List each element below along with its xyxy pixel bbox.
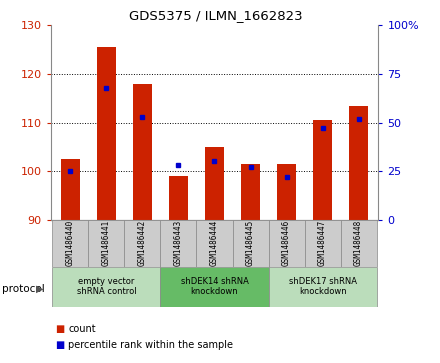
Bar [232, 220, 268, 267]
Text: GDS5375 / ILMN_1662823: GDS5375 / ILMN_1662823 [129, 9, 302, 22]
Text: GSM1486448: GSM1486448 [354, 220, 363, 266]
Text: shDEK17 shRNA
knockdown: shDEK17 shRNA knockdown [289, 277, 356, 297]
Text: GSM1486443: GSM1486443 [174, 220, 183, 266]
Bar [161, 267, 268, 307]
Text: count: count [68, 323, 96, 334]
Text: GSM1486442: GSM1486442 [138, 220, 147, 266]
Bar [52, 220, 88, 267]
Bar [304, 220, 341, 267]
Bar [197, 220, 232, 267]
Text: GSM1486444: GSM1486444 [210, 220, 219, 266]
Text: percentile rank within the sample: percentile rank within the sample [68, 340, 233, 350]
Bar [169, 176, 188, 220]
Bar [205, 147, 224, 220]
Bar [88, 220, 125, 267]
Bar [268, 220, 304, 267]
Bar [96, 47, 116, 220]
Text: GSM1486447: GSM1486447 [318, 220, 327, 266]
Text: empty vector
shRNA control: empty vector shRNA control [77, 277, 136, 297]
Bar [268, 267, 377, 307]
Bar [52, 267, 161, 307]
Text: ■: ■ [55, 340, 64, 350]
Text: GSM1486440: GSM1486440 [66, 220, 75, 266]
Bar [61, 159, 81, 220]
Text: GSM1486446: GSM1486446 [282, 220, 291, 266]
Bar [125, 220, 161, 267]
Bar [161, 220, 197, 267]
Bar [241, 164, 260, 220]
Text: GSM1486445: GSM1486445 [246, 220, 255, 266]
Bar [313, 120, 333, 220]
Text: ▶: ▶ [36, 284, 44, 294]
Bar [277, 164, 297, 220]
Text: protocol: protocol [2, 284, 45, 294]
Bar [341, 220, 377, 267]
Bar [132, 83, 152, 220]
Text: ■: ■ [55, 323, 64, 334]
Bar [348, 106, 368, 220]
Text: GSM1486441: GSM1486441 [102, 220, 111, 266]
Text: shDEK14 shRNA
knockdown: shDEK14 shRNA knockdown [180, 277, 249, 297]
